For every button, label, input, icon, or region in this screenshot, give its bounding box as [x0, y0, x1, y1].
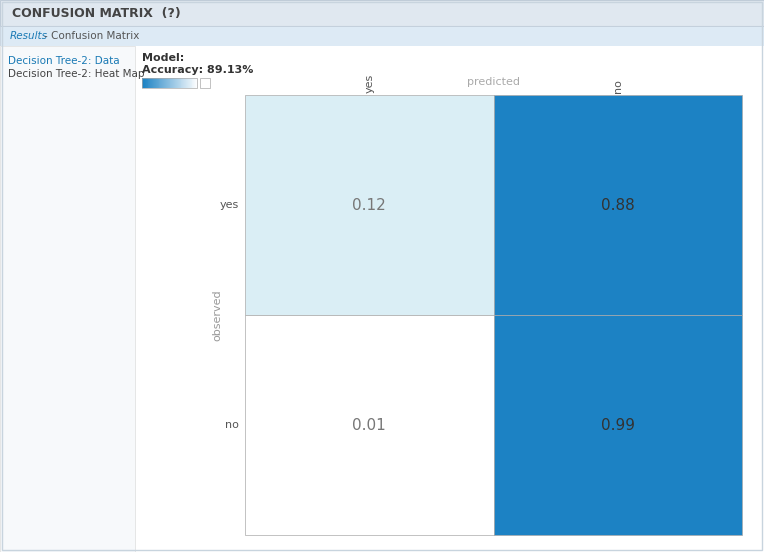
Bar — [180, 78, 181, 88]
Bar — [157, 78, 158, 88]
Bar — [188, 78, 189, 88]
Bar — [172, 78, 173, 88]
Bar — [245, 95, 494, 315]
Bar — [187, 78, 189, 88]
Bar — [158, 78, 160, 88]
Text: Accuracy: 89.13%: Accuracy: 89.13% — [142, 65, 254, 75]
Bar — [144, 78, 145, 88]
Bar — [245, 315, 494, 535]
Bar — [160, 78, 162, 88]
Bar — [171, 78, 173, 88]
Bar — [170, 78, 172, 88]
Bar — [196, 78, 198, 88]
Text: Decision Tree-2: Heat Map: Decision Tree-2: Heat Map — [8, 69, 144, 79]
Text: 0.01: 0.01 — [352, 417, 386, 433]
Bar — [189, 78, 191, 88]
Bar — [157, 78, 159, 88]
Bar — [192, 78, 193, 88]
Bar — [152, 78, 154, 88]
Bar — [142, 78, 144, 88]
Bar — [195, 78, 196, 88]
Text: Model:: Model: — [142, 53, 184, 63]
Bar — [176, 78, 178, 88]
Bar — [166, 78, 167, 88]
Bar — [162, 78, 163, 88]
Text: predicted: predicted — [467, 77, 520, 87]
Bar — [169, 78, 170, 88]
Bar — [494, 95, 742, 315]
Bar — [167, 78, 169, 88]
FancyBboxPatch shape — [0, 26, 764, 46]
Bar — [190, 78, 192, 88]
Bar — [179, 78, 180, 88]
Bar — [200, 78, 210, 88]
Bar — [183, 78, 185, 88]
Bar — [178, 78, 180, 88]
Bar — [175, 78, 176, 88]
Text: yes: yes — [364, 74, 374, 93]
FancyBboxPatch shape — [0, 46, 764, 552]
Text: observed: observed — [212, 289, 222, 341]
Text: - Confusion Matrix: - Confusion Matrix — [44, 31, 139, 41]
Bar — [167, 78, 168, 88]
Bar — [186, 78, 187, 88]
Bar — [147, 78, 149, 88]
Bar — [181, 78, 183, 88]
Bar — [174, 78, 176, 88]
Bar — [193, 78, 194, 88]
Bar — [170, 78, 171, 88]
Bar — [189, 78, 190, 88]
Text: 0.99: 0.99 — [601, 417, 635, 433]
Bar — [143, 78, 144, 88]
Bar — [193, 78, 195, 88]
Bar — [148, 78, 150, 88]
Bar — [154, 78, 155, 88]
Text: Decision Tree-2: Data: Decision Tree-2: Data — [8, 56, 120, 66]
Text: 0.88: 0.88 — [601, 198, 635, 213]
Bar — [184, 78, 186, 88]
Bar — [183, 78, 184, 88]
Bar — [149, 78, 151, 88]
Bar — [180, 78, 182, 88]
Bar — [156, 78, 157, 88]
FancyBboxPatch shape — [0, 0, 764, 26]
Text: CONFUSION MATRIX  (?): CONFUSION MATRIX (?) — [12, 7, 181, 19]
FancyBboxPatch shape — [0, 46, 135, 552]
Bar — [163, 78, 164, 88]
Bar — [155, 78, 157, 88]
Bar — [161, 78, 163, 88]
Bar — [173, 78, 175, 88]
Bar — [185, 78, 186, 88]
Bar — [144, 78, 146, 88]
Text: 0.12: 0.12 — [352, 198, 386, 213]
Bar — [176, 78, 177, 88]
Bar — [164, 78, 166, 88]
Text: no: no — [225, 420, 239, 430]
Text: Results: Results — [10, 31, 48, 41]
Text: no: no — [613, 79, 623, 93]
Bar — [494, 315, 742, 535]
Bar — [151, 78, 153, 88]
Bar — [194, 78, 196, 88]
Bar — [160, 78, 161, 88]
Bar — [153, 78, 154, 88]
Bar — [147, 78, 148, 88]
Bar — [151, 78, 152, 88]
Bar — [146, 78, 147, 88]
Text: yes: yes — [220, 200, 239, 210]
Bar — [165, 78, 167, 88]
